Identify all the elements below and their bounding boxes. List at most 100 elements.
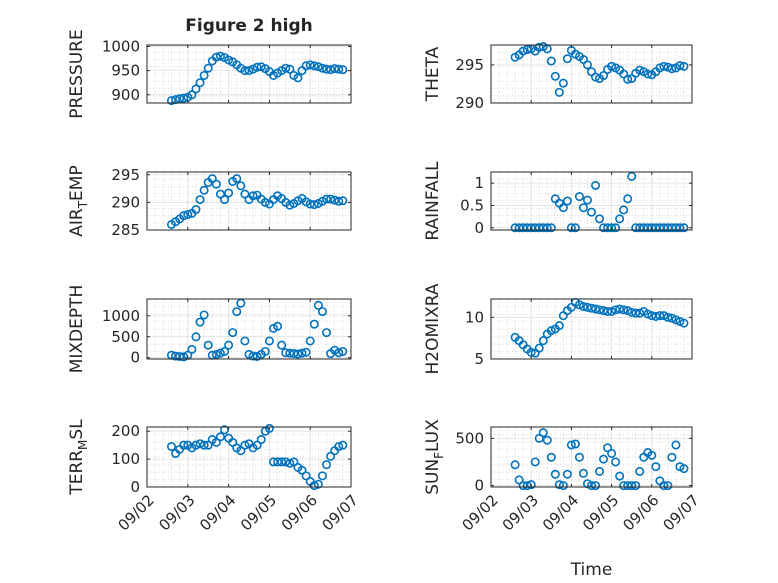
y-axis-label: SUNFLUX: [423, 419, 446, 495]
y-tick-label: 0: [130, 349, 140, 367]
data-point: [659, 311, 669, 321]
data-point: [591, 481, 601, 491]
data-point: [281, 348, 291, 358]
data-point: [643, 309, 653, 319]
data-point: [671, 440, 681, 450]
data-point: [562, 469, 572, 479]
data-point: [195, 195, 205, 205]
data-point: [285, 64, 295, 74]
data-point: [248, 351, 258, 361]
data-point: [607, 223, 617, 233]
data-point: [322, 460, 332, 470]
y-axis-label: TERRMSL: [67, 419, 90, 496]
y-tick-label: 10: [465, 308, 484, 326]
data-point: [631, 481, 641, 491]
data-point: [647, 450, 657, 460]
x-tick-label: 09/05: [237, 491, 280, 534]
data-point: [546, 326, 556, 336]
data-point: [623, 306, 633, 316]
y-tick-label: 900: [111, 86, 140, 104]
data-point: [191, 84, 201, 94]
subplot-pressure: 900 950 1000 PRESSURE Figure 2 high: [67, 16, 352, 119]
data-point: [599, 454, 609, 464]
data-point: [175, 94, 185, 104]
data-point: [301, 347, 311, 357]
data-point: [675, 223, 685, 233]
data-series: [510, 428, 689, 491]
data-point: [635, 466, 645, 476]
data-point: [679, 61, 689, 71]
data-point: [566, 440, 576, 450]
data-point: [240, 66, 250, 76]
data-point: [671, 315, 681, 325]
data-point: [679, 464, 689, 474]
data-point: [578, 203, 588, 213]
x-tick-label: 09/07: [319, 491, 362, 534]
y-tick-label: 295: [111, 166, 140, 184]
data-point: [195, 317, 205, 327]
subplot-h2omixra: 5 10 H2OMIXRA: [423, 283, 693, 375]
data-point: [546, 223, 556, 233]
x-tick-label: 09/05: [579, 491, 622, 534]
data-point: [211, 179, 221, 189]
data-point: [203, 63, 213, 73]
data-point: [215, 348, 225, 358]
y-axis-label: PRESSURE: [67, 29, 87, 118]
data-point: [558, 481, 568, 491]
data-point: [631, 308, 641, 318]
y-tick-label: 295: [455, 56, 484, 74]
data-point: [166, 442, 176, 452]
data-point: [338, 346, 348, 356]
x-tick-label: 09/07: [660, 491, 703, 534]
x-tick-label: 09/04: [196, 491, 239, 534]
data-point: [179, 440, 189, 450]
data-point: [663, 312, 673, 322]
axes-box: [490, 426, 693, 488]
data-point: [195, 78, 205, 88]
data-point: [297, 348, 307, 358]
y-tick-label: 1: [474, 174, 484, 192]
data-point: [667, 452, 677, 462]
x-tick-label: 09/03: [499, 491, 542, 534]
data-point: [586, 481, 596, 491]
data-point: [599, 71, 609, 81]
data-point: [277, 340, 287, 350]
data-point: [578, 468, 588, 478]
data-point: [582, 195, 592, 205]
data-point: [586, 303, 596, 313]
subplot-airtemp: 285 290 295 AIRTEMP: [67, 165, 352, 239]
data-point: [322, 328, 332, 338]
axes-box: [490, 171, 693, 231]
data-point: [534, 343, 544, 353]
y-tick-label: 500: [455, 429, 484, 447]
data-point: [534, 42, 544, 52]
data-point: [611, 457, 621, 467]
data-point: [663, 481, 673, 491]
data-point: [224, 188, 234, 198]
data-point: [635, 65, 645, 75]
data-point: [240, 336, 250, 346]
data-point: [538, 336, 548, 346]
data-point: [179, 93, 189, 103]
x-tick-label: 09/02: [459, 491, 502, 534]
data-point: [338, 196, 348, 206]
data-point: [522, 45, 532, 55]
subplot-mixdepth: 0 500 1000 MIXDEPTH: [67, 285, 352, 373]
data-series: [510, 297, 689, 358]
data-point: [256, 435, 266, 445]
data-point: [203, 340, 213, 350]
axes-box: [146, 298, 352, 360]
data-point: [667, 64, 677, 74]
data-point: [578, 301, 588, 311]
data-point: [603, 306, 613, 316]
data-point: [623, 194, 633, 204]
data-series: [510, 42, 689, 97]
data-point: [313, 300, 323, 310]
data-point: [623, 74, 633, 84]
data-point: [191, 332, 201, 342]
data-point: [326, 194, 336, 204]
data-point: [322, 194, 332, 204]
axes-box: [146, 171, 352, 231]
data-point: [334, 442, 344, 452]
data-point: [252, 62, 262, 72]
